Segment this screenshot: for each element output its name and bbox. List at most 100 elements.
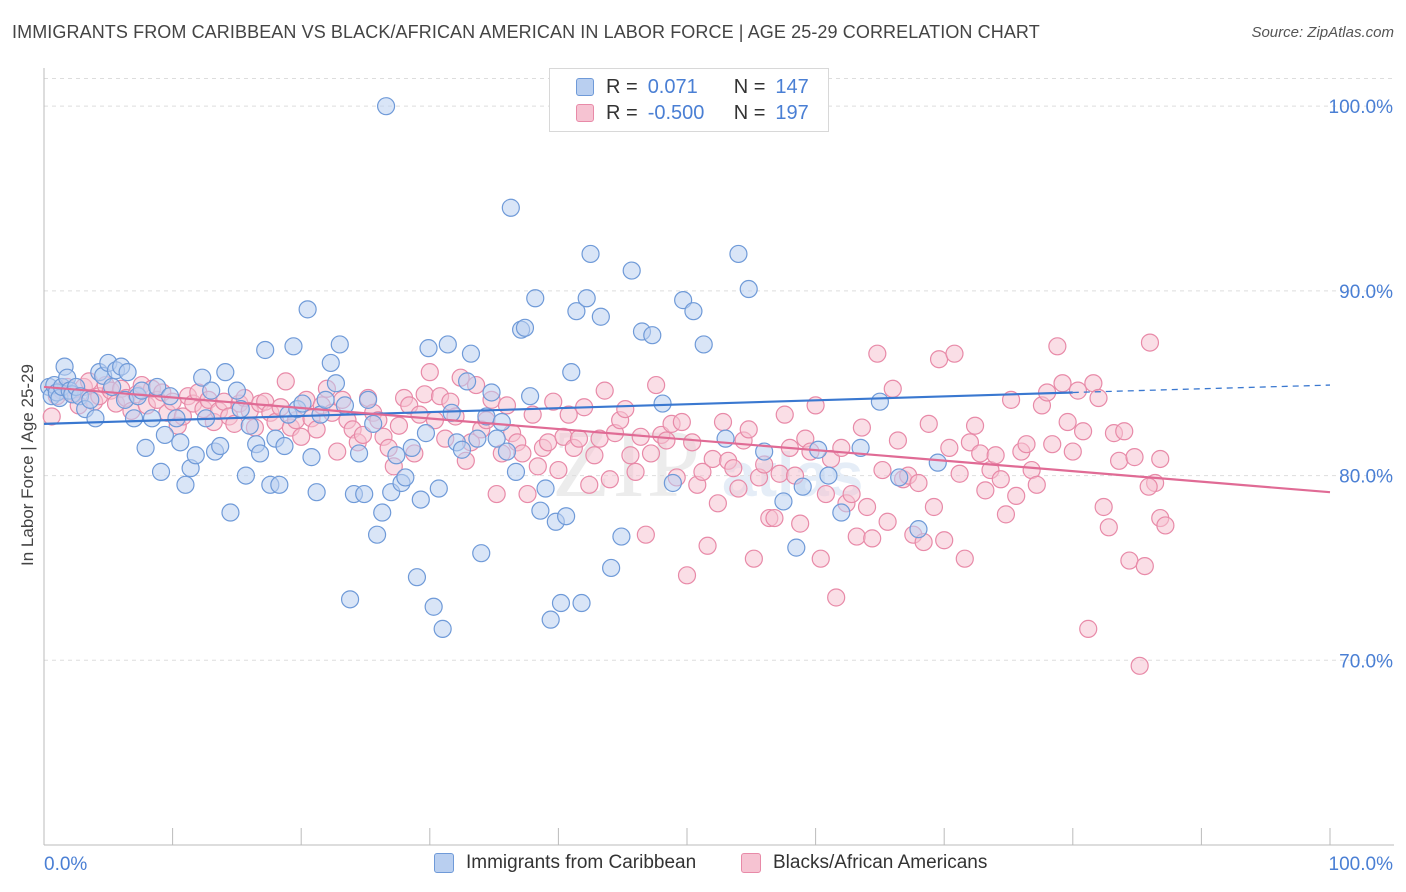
series1-point [376,97,396,116]
series1-point [497,442,517,461]
n-label: N = [733,101,766,124]
series2-point [1027,475,1046,494]
series2-point [1099,518,1118,537]
series2-point [415,385,434,404]
series1-point [739,279,758,299]
series2-point [996,505,1016,524]
series2-point [353,425,373,445]
series1-point [468,429,487,448]
series1-point [411,490,430,509]
chart-title: IMMIGRANTS FROM CARIBBEAN VS BLACK/AFRIC… [12,22,1040,42]
series1-swatch [576,78,594,96]
series2-point [621,446,640,465]
series2-point [420,363,439,382]
series2-swatch [576,104,594,122]
series2-point [580,475,599,494]
series1-point [890,468,909,487]
series2-point [816,484,835,504]
series1-point [275,436,294,456]
series2-n-value: 197 [775,101,809,124]
series2-point [523,405,542,424]
series2-point [518,484,537,504]
series2-point [549,460,568,480]
series2-point [683,433,702,452]
series1-point [870,392,890,411]
series1-point [612,527,631,546]
series2-point [857,497,877,517]
series1-point [367,525,387,544]
series2-point [600,470,619,489]
series2-point [1058,412,1077,432]
series2-point [924,497,944,517]
y-tick-label: 80.0% [1339,467,1393,488]
series1-point [340,590,360,609]
series2-point [595,381,614,400]
legend-item-series2[interactable]: Blacks/African Americans [741,852,987,874]
series2-legend-swatch [741,853,761,873]
series1-point [581,244,600,264]
series1-point [193,368,212,387]
series2-point [1043,435,1062,454]
series1-point [851,438,870,457]
series2-point [765,508,784,528]
series2-point [1139,477,1158,496]
series2-point [703,449,722,469]
series1-point [774,492,793,511]
series1-point [186,446,205,465]
series1-point [487,429,506,448]
r-label: R = [606,75,638,98]
series2-point [1120,551,1139,570]
series1-point [364,414,383,433]
series2-point [729,479,748,498]
series2-point [698,536,717,555]
series1-point [396,468,415,487]
series2-point [585,446,604,465]
series1-point [132,381,151,400]
series1-point [452,440,472,459]
series1-point [622,261,641,280]
series2-point [827,588,846,607]
series1-point [506,462,526,481]
series2-point [971,444,990,463]
series1-point [909,520,928,539]
series1-point [526,289,545,308]
series1-point [176,475,195,494]
series2-point [775,405,794,424]
legend-item-series1[interactable]: Immigrants from Caribbean [434,852,696,874]
series2-point [724,459,743,478]
legend-row-series2: R = -0.500 N = 197 [550,101,809,125]
series1-point [81,390,100,409]
series1-point [536,479,555,498]
series1-point [729,244,748,264]
series2-point [991,470,1010,489]
series2-point [863,529,882,548]
series1-point [521,387,540,406]
series2-point [878,512,897,531]
series2-point [888,431,908,450]
series2-point [1089,388,1108,408]
series1-point [793,477,812,496]
series1-point [321,353,340,373]
series2-point [744,549,763,568]
series2-point [847,527,866,546]
series1-point [557,507,576,526]
axes [43,68,1394,846]
series1-point [653,394,672,413]
series2-point [1073,422,1093,441]
r-label: R = [606,101,638,124]
series2-point [528,457,547,476]
series1-point [250,444,270,463]
series1-point [326,374,346,393]
series1-trend-extension [1072,384,1331,394]
series2-point [569,429,589,448]
correlation-legend: R = 0.071 N = 147 R = -0.500 N = 197 [549,68,829,132]
x-tick-label: 0.0% [44,854,87,875]
series1-point [155,425,174,445]
series1-point [674,291,693,310]
x-tick-label: 100.0% [1329,854,1394,875]
series2-point [1151,449,1170,469]
series1-point [355,484,374,504]
series1-point [562,363,581,382]
series2-point [986,446,1005,465]
